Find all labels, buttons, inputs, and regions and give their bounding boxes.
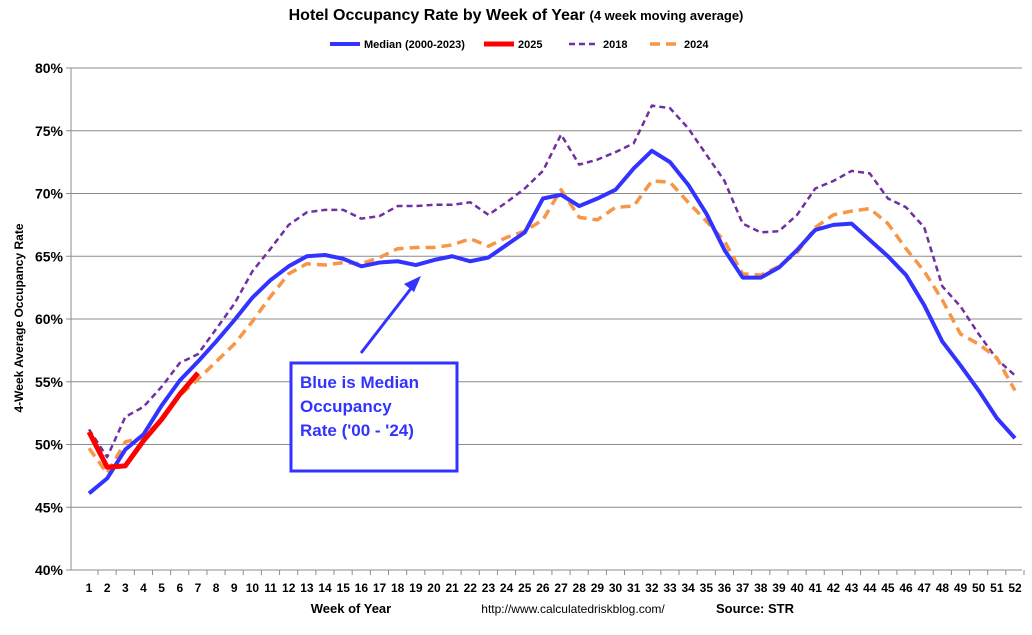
x-tick-label: 2 — [104, 581, 111, 595]
title-sub: (4 week moving average) — [589, 8, 743, 23]
legend-label: 2024 — [684, 39, 709, 51]
x-tick-label: 24 — [500, 581, 514, 595]
legend-label: 2025 — [518, 39, 542, 51]
x-tick-label: 29 — [591, 581, 605, 595]
x-axis-label: Week of Year — [311, 601, 391, 616]
y-axis-label: 4-Week Average Occupancy Rate — [12, 223, 26, 412]
x-tick-label: 23 — [482, 581, 496, 595]
annotation-line-2: Occupancy — [300, 397, 392, 416]
x-tick-label: 8 — [213, 581, 220, 595]
x-tick-label: 17 — [373, 581, 387, 595]
x-tick-label: 40 — [790, 581, 804, 595]
source-label: Source: STR — [716, 601, 795, 616]
annotation-arrow-head — [404, 276, 421, 292]
x-tick-label: 5 — [158, 581, 165, 595]
x-tick-label: 41 — [809, 581, 823, 595]
x-tick-label: 15 — [337, 581, 351, 595]
x-tick-label: 28 — [573, 581, 587, 595]
source-url: http://www.calculatedriskblog.com/ — [481, 602, 665, 616]
x-tick-label: 52 — [1008, 581, 1022, 595]
annotation-arrow-line — [359, 281, 418, 354]
series-line-2018 — [87, 104, 1016, 459]
x-tick-label: 30 — [609, 581, 623, 595]
x-tick-label: 11 — [264, 581, 277, 595]
series-lines — [86, 104, 1017, 495]
x-tick-label: 20 — [427, 581, 441, 595]
legend: Median (2000-2023) 2025 2018 2024 — [330, 39, 709, 51]
legend-label: Median (2000-2023) — [364, 39, 465, 51]
x-tick-label: 16 — [355, 581, 369, 595]
x-tick-label: 49 — [954, 581, 968, 595]
x-tick-label: 48 — [936, 581, 950, 595]
annotation-line-1: Blue is Median — [300, 373, 419, 392]
x-tick-label: 4 — [140, 581, 147, 595]
annotation-line-3: Rate ('00 - '24) — [300, 421, 414, 440]
x-tick-label: 26 — [536, 581, 550, 595]
y-tick-label: 80% — [35, 60, 64, 76]
x-tick-label: 50 — [972, 581, 986, 595]
annotation: Blue is Median Occupancy Rate ('00 - '24… — [289, 276, 459, 473]
x-tick-label: 47 — [918, 581, 932, 595]
chart-title: Hotel Occupancy Rate by Week of Year (4 … — [289, 7, 744, 24]
y-tick-label: 50% — [35, 437, 64, 453]
y-tick-label: 70% — [35, 186, 64, 202]
x-tick-label: 9 — [231, 581, 238, 595]
x-tick-label: 45 — [881, 581, 895, 595]
y-tick-label: 45% — [35, 499, 64, 515]
grid — [71, 67, 1022, 508]
x-tick-label: 6 — [176, 581, 183, 595]
x-tick-label: 18 — [391, 581, 405, 595]
x-tick-label: 38 — [754, 581, 768, 595]
x-tick-label: 1 — [86, 581, 93, 595]
series-line-2024 — [87, 179, 1017, 476]
y-tick-label: 75% — [35, 123, 64, 139]
x-tick-label: 34 — [681, 581, 695, 595]
x-tick-label: 10 — [246, 581, 260, 595]
x-tick-label: 37 — [736, 581, 750, 595]
y-tick-label: 60% — [35, 311, 64, 327]
x-tick-label: 22 — [464, 581, 478, 595]
x-tick-label: 27 — [554, 581, 568, 595]
x-tick-label: 33 — [663, 581, 677, 595]
x-tick-label: 7 — [195, 581, 202, 595]
x-tick-label: 51 — [990, 581, 1004, 595]
annotation-box — [289, 361, 459, 473]
x-tick-label: 32 — [645, 581, 659, 595]
axes: 40%45%50%55%60%65%70%75%80%1 2 3 4 5 6 7 8 9 10 11… — [35, 60, 1025, 595]
x-tick-label: 25 — [518, 581, 532, 595]
x-tick-label: 14 — [318, 581, 332, 595]
x-tick-label: 12 — [282, 581, 296, 595]
x-tick-label: 31 — [627, 581, 641, 595]
x-tick-label: 43 — [845, 581, 859, 595]
x-tick-label: 21 — [445, 581, 459, 595]
series-line-2025 — [86, 371, 200, 470]
x-tick-label: 36 — [718, 581, 732, 595]
y-tick-label: 65% — [35, 248, 64, 264]
y-tick-label: 55% — [35, 374, 64, 390]
x-tick-label: 19 — [409, 581, 423, 595]
x-tick-label: 42 — [827, 581, 841, 595]
x-tick-label: 13 — [300, 581, 314, 595]
x-tick-label: 44 — [863, 581, 877, 595]
series-line-median-2000-2023- — [87, 148, 1017, 495]
x-tick-label: 35 — [700, 581, 714, 595]
x-tick-label: 39 — [772, 581, 786, 595]
x-tick-label: 3 — [122, 581, 129, 595]
legend-label: 2018 — [603, 39, 627, 51]
y-tick-label: 40% — [35, 562, 64, 578]
x-tick-label: 46 — [899, 581, 913, 595]
title-main: Hotel Occupancy Rate by Week of Year — [289, 7, 585, 24]
